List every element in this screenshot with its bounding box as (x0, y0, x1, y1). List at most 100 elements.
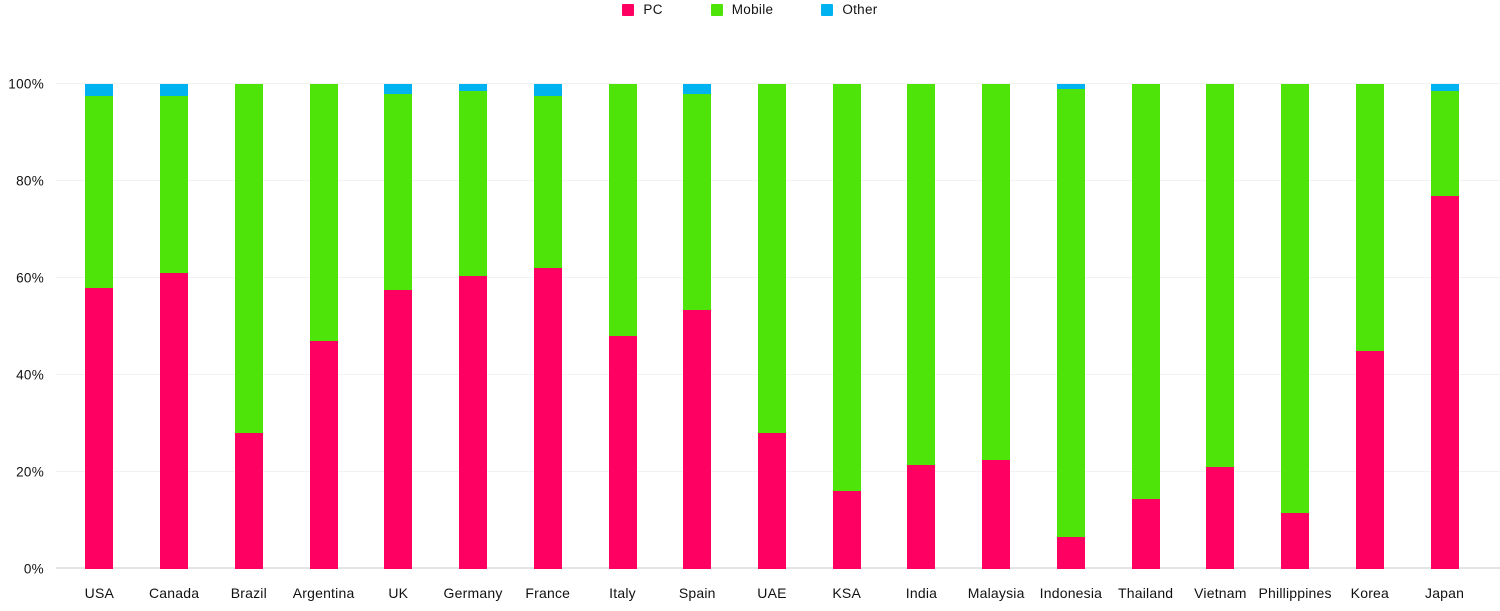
segment-other-spain[interactable] (683, 84, 712, 94)
other-legend-swatch-icon (821, 3, 834, 16)
segment-pc-usa[interactable] (85, 287, 114, 569)
bar-indonesia[interactable] (1056, 84, 1085, 569)
segment-pc-uk[interactable] (384, 290, 413, 569)
segment-pc-indonesia[interactable] (1056, 537, 1085, 569)
bar-spain[interactable] (683, 84, 712, 569)
bar-brazil[interactable] (234, 84, 263, 569)
bar-ksa[interactable] (832, 84, 861, 569)
segment-pc-spain[interactable] (683, 309, 712, 569)
segment-mobile-phillippines[interactable] (1281, 84, 1310, 514)
segment-mobile-usa[interactable] (85, 96, 114, 288)
bar-canada[interactable] (160, 84, 189, 569)
segment-mobile-france[interactable] (533, 96, 562, 269)
segment-other-japan[interactable] (1430, 84, 1459, 92)
segment-mobile-india[interactable] (907, 84, 936, 465)
segment-mobile-indonesia[interactable] (1056, 88, 1085, 538)
x-label-phillippines: Phillippines (1258, 585, 1332, 601)
segment-mobile-italy[interactable] (608, 84, 637, 337)
bar-argentina[interactable] (309, 84, 338, 569)
segment-other-canada[interactable] (160, 84, 189, 97)
segment-pc-thailand[interactable] (1131, 498, 1160, 569)
bar-slot (809, 84, 884, 569)
bar-germany[interactable] (459, 84, 488, 569)
segment-mobile-spain[interactable] (683, 93, 712, 310)
legend-label-pc: PC (643, 2, 663, 17)
segment-pc-korea[interactable] (1355, 350, 1384, 569)
segment-mobile-uk[interactable] (384, 93, 413, 291)
segment-mobile-thailand[interactable] (1131, 84, 1160, 499)
segment-mobile-uae[interactable] (757, 84, 786, 434)
x-axis: USA Canada Brazil Argentina UK Germany France I… (62, 585, 1482, 601)
x-label-uk: UK (388, 585, 409, 601)
segment-other-usa[interactable] (85, 84, 114, 97)
bar-malaysia[interactable] (982, 84, 1011, 569)
legend-item-pc[interactable]: PC (622, 2, 662, 17)
segment-pc-italy[interactable] (608, 336, 637, 569)
legend-item-other[interactable]: Other (821, 2, 877, 17)
segment-other-france[interactable] (533, 84, 562, 97)
bar-slot (1407, 84, 1482, 569)
segment-pc-ksa[interactable] (832, 491, 861, 569)
bar-italy[interactable] (608, 84, 637, 569)
bar-slot (137, 84, 212, 569)
y-tick-label: 80% (16, 173, 44, 189)
bar-vietnam[interactable] (1206, 84, 1235, 569)
gridline (56, 83, 1500, 84)
plot-area (56, 83, 1500, 569)
bar-slot (959, 84, 1034, 569)
segment-pc-japan[interactable] (1430, 195, 1459, 569)
segment-pc-uae[interactable] (757, 433, 786, 569)
segment-pc-malaysia[interactable] (982, 459, 1011, 569)
segment-mobile-germany[interactable] (459, 91, 488, 276)
bar-uk[interactable] (384, 84, 413, 569)
mobile-legend-swatch-icon (710, 3, 723, 16)
bar-slot (1258, 84, 1333, 569)
x-label-uae: UAE (757, 585, 787, 601)
segment-pc-canada[interactable] (160, 273, 189, 569)
segment-other-indonesia[interactable] (1056, 84, 1085, 89)
segment-other-uk[interactable] (384, 84, 413, 94)
y-tick-label: 0% (23, 561, 44, 577)
bar-thailand[interactable] (1131, 84, 1160, 569)
bar-slot (884, 84, 959, 569)
bar-uae[interactable] (757, 84, 786, 569)
segment-pc-brazil[interactable] (234, 433, 263, 569)
bar-india[interactable] (907, 84, 936, 569)
bar-phillippines[interactable] (1281, 84, 1310, 569)
bar-slot (510, 84, 585, 569)
segment-mobile-argentina[interactable] (309, 84, 338, 342)
bar-slot (585, 84, 660, 569)
y-axis: 0% 20% 40% 60% 80% 100% (0, 77, 46, 577)
segment-mobile-canada[interactable] (160, 96, 189, 274)
segment-mobile-brazil[interactable] (234, 84, 263, 434)
bar-slot (1108, 84, 1183, 569)
bar-slot (660, 84, 735, 569)
y-tick-label: 60% (16, 270, 44, 286)
segment-pc-germany[interactable] (459, 275, 488, 569)
segment-mobile-malaysia[interactable] (982, 84, 1011, 460)
legend-item-mobile[interactable]: Mobile (710, 2, 774, 17)
segment-mobile-korea[interactable] (1355, 84, 1384, 351)
segment-mobile-vietnam[interactable] (1206, 84, 1235, 468)
x-label-vietnam: Vietnam (1194, 585, 1247, 601)
bar-france[interactable] (533, 84, 562, 569)
bar-usa[interactable] (85, 84, 114, 569)
segment-mobile-ksa[interactable] (832, 84, 861, 492)
x-label-canada: Canada (148, 585, 200, 601)
x-label-usa: USA (84, 585, 115, 601)
segment-other-germany[interactable] (459, 84, 488, 92)
segment-pc-argentina[interactable] (309, 341, 338, 569)
bar-korea[interactable] (1355, 84, 1384, 569)
x-label-malaysia: Malaysia (967, 585, 1025, 601)
segment-pc-phillippines[interactable] (1281, 513, 1310, 569)
x-label-brazil: Brazil (230, 585, 267, 601)
x-label-spain: Spain (678, 585, 716, 601)
segment-mobile-japan[interactable] (1430, 91, 1459, 196)
x-label-indonesia: Indonesia (1039, 585, 1103, 601)
bar-japan[interactable] (1430, 84, 1459, 569)
x-label-germany: Germany (443, 585, 503, 601)
segment-pc-france[interactable] (533, 268, 562, 569)
segment-pc-india[interactable] (907, 464, 936, 569)
bar-slot (735, 84, 810, 569)
segment-pc-vietnam[interactable] (1206, 467, 1235, 569)
